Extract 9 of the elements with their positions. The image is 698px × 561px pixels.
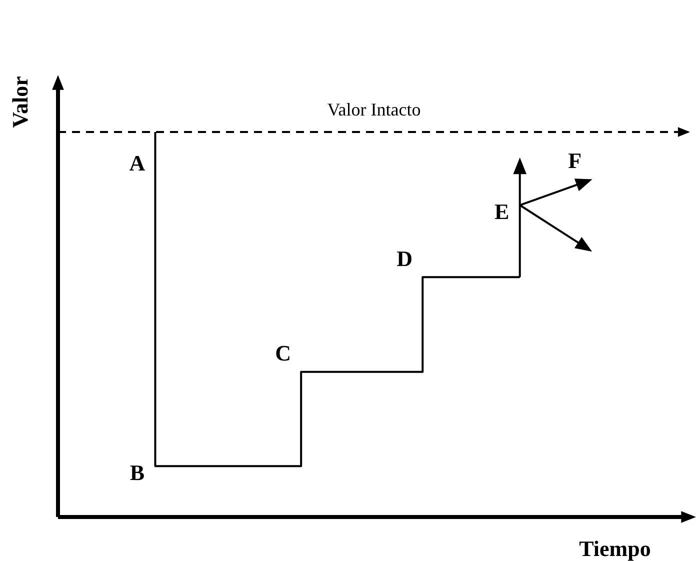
ref-line-label: Valor Intacto xyxy=(327,100,421,120)
annotation: D xyxy=(396,246,413,271)
annotation: B xyxy=(130,460,145,485)
x-axis-title: Tiempo xyxy=(579,536,651,561)
annotation: A xyxy=(129,150,146,176)
annotation: E xyxy=(494,198,510,224)
annotation: F xyxy=(568,148,582,173)
y-axis-title: Valor xyxy=(8,76,33,128)
annotation: C xyxy=(275,340,292,366)
